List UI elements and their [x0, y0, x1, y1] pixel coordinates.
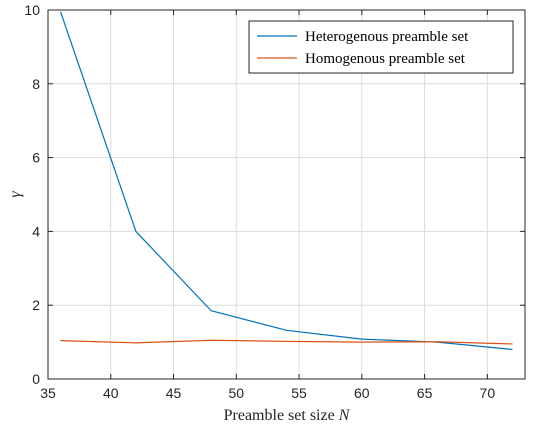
- plot-frame: [47, 9, 526, 380]
- x-tick-label: 65: [417, 385, 433, 401]
- x-axis-label-variable: N: [338, 407, 351, 424]
- legend-label-2: Homogenous preamble set: [305, 51, 466, 67]
- x-tick-label: 45: [166, 385, 182, 401]
- y-tick-label: 0: [32, 371, 40, 387]
- tick-labels: 35 40 45 50 55 60 65 70 0 2 4 6 8 10: [24, 2, 495, 401]
- grid-lines: [48, 9, 525, 379]
- y-axis-label: γ: [7, 191, 24, 198]
- x-tick-label: 60: [354, 385, 370, 401]
- series-layer: [59, 11, 513, 351]
- legend-box: [248, 20, 514, 74]
- x-tick-label: 40: [103, 385, 119, 401]
- legend: Heterogenous preamble set Homogenous prea…: [248, 20, 514, 74]
- x-tick-label: 50: [229, 385, 245, 401]
- y-tick-label: 6: [32, 150, 40, 166]
- x-tick-label: 35: [40, 385, 56, 401]
- y-tick-label: 2: [32, 297, 40, 313]
- y-tick-label: 8: [32, 76, 40, 92]
- x-axis-label-text: Preamble set size: [224, 407, 339, 424]
- x-axis-label: Preamble set size N: [224, 407, 351, 424]
- y-tick-label: 10: [24, 2, 40, 18]
- y-tick-label: 4: [32, 223, 40, 239]
- series-line-2: [60, 339, 513, 345]
- axes: [47, 9, 526, 380]
- x-tick-label: 70: [480, 385, 496, 401]
- legend-label-1: Heterogenous preamble set: [305, 29, 469, 45]
- x-tick-label: 55: [291, 385, 307, 401]
